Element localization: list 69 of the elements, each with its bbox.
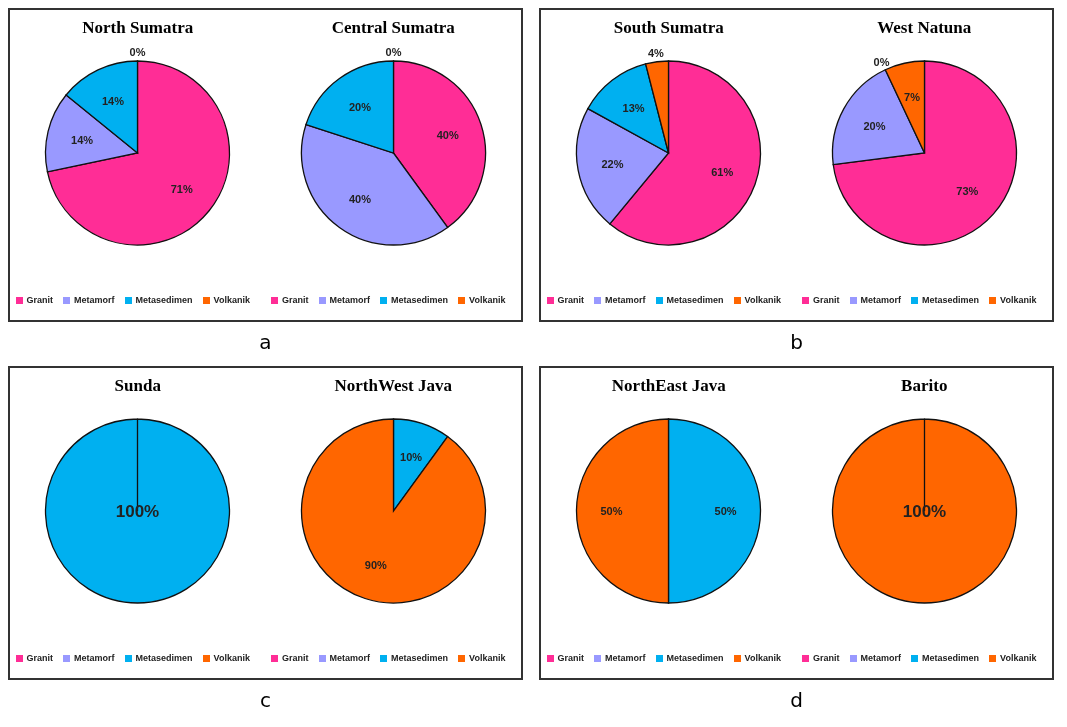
chart-title: West Natuna — [876, 18, 973, 39]
data-label: 50% — [600, 505, 623, 517]
pie-slice — [47, 60, 231, 246]
legend-label: Volkanik — [744, 653, 781, 663]
legend-label: Granit — [813, 653, 840, 663]
data-label: 10% — [399, 450, 423, 463]
data-label: 20% — [348, 100, 371, 113]
legend-label: Granit — [282, 653, 309, 663]
chart-title: North Sumatra — [81, 18, 195, 39]
text: 0% — [129, 46, 146, 58]
legend-label: Volkanik — [1000, 653, 1037, 663]
data-label: 50% — [714, 505, 738, 517]
legend-label: Metasedimen — [391, 295, 449, 305]
legend-label: Metasedimen — [666, 653, 724, 663]
legend-label: Granit — [26, 295, 54, 305]
text: d — [790, 688, 803, 712]
legend-label: Granit — [557, 653, 585, 663]
legend-label: Metasedimen — [666, 295, 724, 305]
legend-label: Metamorf — [329, 653, 371, 663]
chart-title: Barito — [900, 376, 949, 397]
legend-label: Metasedimen — [922, 295, 980, 305]
legend-label: Metamorf — [74, 653, 115, 663]
chart-title: Sunda — [113, 376, 162, 397]
pie-slice — [832, 60, 1017, 246]
legend-label: Metamorf — [605, 653, 646, 663]
data-label: 90% — [364, 559, 387, 572]
legend-label: Metasedimen — [135, 653, 193, 663]
legend-label: Metasedimen — [135, 295, 193, 305]
data-label: 14% — [102, 95, 125, 108]
chart-title: NorthEast Java — [610, 376, 727, 397]
data-label: 71% — [171, 182, 194, 195]
legend-label: Granit — [26, 653, 54, 663]
legend-label: Metamorf — [74, 295, 115, 305]
legend-label: Volkanik — [469, 653, 506, 663]
data-label: 100% — [116, 501, 160, 521]
legend-label: Metasedimen — [922, 653, 980, 663]
legend-label: Metamorf — [860, 653, 902, 663]
legend-label: Volkanik — [1000, 295, 1037, 305]
legend-label: Metamorf — [605, 295, 646, 305]
data-label: 100% — [902, 501, 946, 521]
legend-label: Metasedimen — [391, 653, 449, 663]
legend-label: Volkanik — [213, 653, 250, 663]
data-label: 40% — [436, 129, 459, 142]
chart-title: Central Sumatra — [330, 18, 456, 39]
chart-title: South Sumatra — [612, 18, 725, 39]
data-label: 13% — [622, 101, 646, 114]
legend-label: Volkanik — [213, 295, 250, 305]
data-label: 73% — [956, 184, 979, 197]
legend-label: Granit — [557, 295, 585, 305]
legend-label: Granit — [813, 295, 840, 305]
text: b — [790, 330, 803, 354]
data-label: 7% — [903, 91, 920, 104]
data-label: 14% — [71, 133, 94, 146]
legend-label: Volkanik — [744, 295, 781, 305]
text: c — [260, 688, 271, 712]
data-label: 4% — [648, 46, 665, 59]
legend-label: Metamorf — [329, 295, 371, 305]
text: a — [259, 330, 272, 354]
text: 0% — [385, 46, 402, 58]
pie-slice — [300, 418, 486, 604]
data-label: 22% — [601, 157, 624, 170]
legend-label: Volkanik — [469, 295, 506, 305]
chart-title: NorthWest Java — [333, 376, 454, 397]
data-label: 40% — [348, 193, 371, 206]
data-label: 61% — [711, 166, 734, 179]
text: 0% — [873, 55, 890, 68]
legend-label: Granit — [282, 295, 309, 305]
data-label: 20% — [863, 119, 886, 132]
legend-label: Metamorf — [860, 295, 902, 305]
